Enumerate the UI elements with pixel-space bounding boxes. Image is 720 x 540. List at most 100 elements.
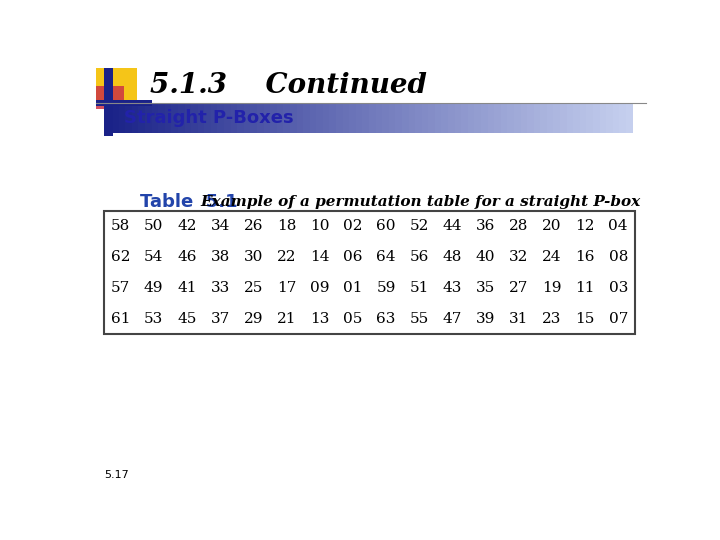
Bar (567, 103, 574, 132)
Bar (96, 100, 152, 106)
Text: 05: 05 (343, 312, 362, 326)
Bar (270, 103, 277, 132)
Bar (376, 103, 383, 132)
Text: 42: 42 (177, 219, 197, 233)
Bar (276, 103, 284, 132)
Text: 01: 01 (343, 281, 363, 295)
Bar (106, 103, 113, 132)
Bar (323, 103, 330, 132)
Bar (402, 103, 409, 132)
Text: 22: 22 (276, 251, 296, 264)
Bar (468, 103, 475, 132)
Text: 16: 16 (575, 251, 595, 264)
Text: 26: 26 (243, 219, 263, 233)
Text: 60: 60 (377, 219, 396, 233)
Bar (626, 103, 634, 132)
Text: Example of a permutation table for a straight P-box: Example of a permutation table for a str… (201, 195, 641, 209)
Text: 08: 08 (608, 251, 628, 264)
Text: Table  5.1: Table 5.1 (140, 193, 238, 211)
Text: 33: 33 (210, 281, 230, 295)
Bar (560, 103, 567, 132)
Text: 10: 10 (310, 219, 329, 233)
Text: 45: 45 (177, 312, 197, 326)
Text: 37: 37 (210, 312, 230, 326)
Text: 20: 20 (542, 219, 562, 233)
Text: 15: 15 (575, 312, 595, 326)
Text: 23: 23 (542, 312, 562, 326)
Text: 57: 57 (111, 281, 130, 295)
Bar (104, 68, 113, 136)
Text: 25: 25 (243, 281, 263, 295)
Text: 53: 53 (144, 312, 163, 326)
Text: 61: 61 (111, 312, 130, 326)
Bar (349, 103, 356, 132)
Bar (96, 68, 137, 105)
Bar (217, 103, 225, 132)
Text: 55: 55 (410, 312, 429, 326)
Text: 58: 58 (111, 219, 130, 233)
Bar (534, 103, 541, 132)
Text: 63: 63 (377, 312, 396, 326)
Bar (224, 103, 231, 132)
Text: 48: 48 (443, 251, 462, 264)
Bar (125, 103, 132, 132)
Bar (540, 103, 548, 132)
Text: 46: 46 (177, 251, 197, 264)
Bar (251, 103, 258, 132)
Text: 29: 29 (243, 312, 263, 326)
Text: 03: 03 (608, 281, 628, 295)
Bar (165, 103, 172, 132)
Text: 24: 24 (542, 251, 562, 264)
Bar (230, 103, 238, 132)
Bar (415, 103, 423, 132)
Bar (454, 103, 462, 132)
Bar (481, 103, 488, 132)
Bar (487, 103, 495, 132)
Text: 59: 59 (377, 281, 396, 295)
Bar (310, 103, 317, 132)
Text: 62: 62 (111, 251, 130, 264)
Bar (356, 103, 363, 132)
Text: 19: 19 (542, 281, 562, 295)
Bar (204, 103, 212, 132)
Bar (178, 103, 185, 132)
Bar (395, 103, 402, 132)
Bar (521, 103, 528, 132)
Bar (600, 103, 607, 132)
Bar (500, 103, 508, 132)
Bar (514, 103, 521, 132)
Text: 28: 28 (509, 219, 528, 233)
Bar (211, 103, 218, 132)
Text: 27: 27 (509, 281, 528, 295)
Text: 44: 44 (443, 219, 462, 233)
Text: 5.17: 5.17 (104, 470, 129, 480)
Bar (619, 103, 626, 132)
Bar (244, 103, 251, 132)
Bar (527, 103, 534, 132)
Bar (428, 103, 436, 132)
Text: 14: 14 (310, 251, 329, 264)
Text: 40: 40 (476, 251, 495, 264)
Bar (132, 103, 139, 132)
Bar (593, 103, 600, 132)
Text: 39: 39 (476, 312, 495, 326)
Bar (573, 103, 580, 132)
Bar (462, 103, 469, 132)
Bar (184, 103, 192, 132)
Bar (547, 103, 554, 132)
Text: 34: 34 (210, 219, 230, 233)
Bar (389, 103, 396, 132)
Text: 09: 09 (310, 281, 329, 295)
Bar (474, 103, 482, 132)
Bar (145, 103, 153, 132)
Bar (290, 103, 297, 132)
Bar (508, 103, 515, 132)
Bar (138, 103, 145, 132)
Bar (408, 103, 416, 132)
Bar (441, 103, 449, 132)
Text: 50: 50 (144, 219, 163, 233)
Text: 64: 64 (377, 251, 396, 264)
Bar (330, 103, 337, 132)
Text: 18: 18 (276, 219, 296, 233)
Text: 13: 13 (310, 312, 329, 326)
